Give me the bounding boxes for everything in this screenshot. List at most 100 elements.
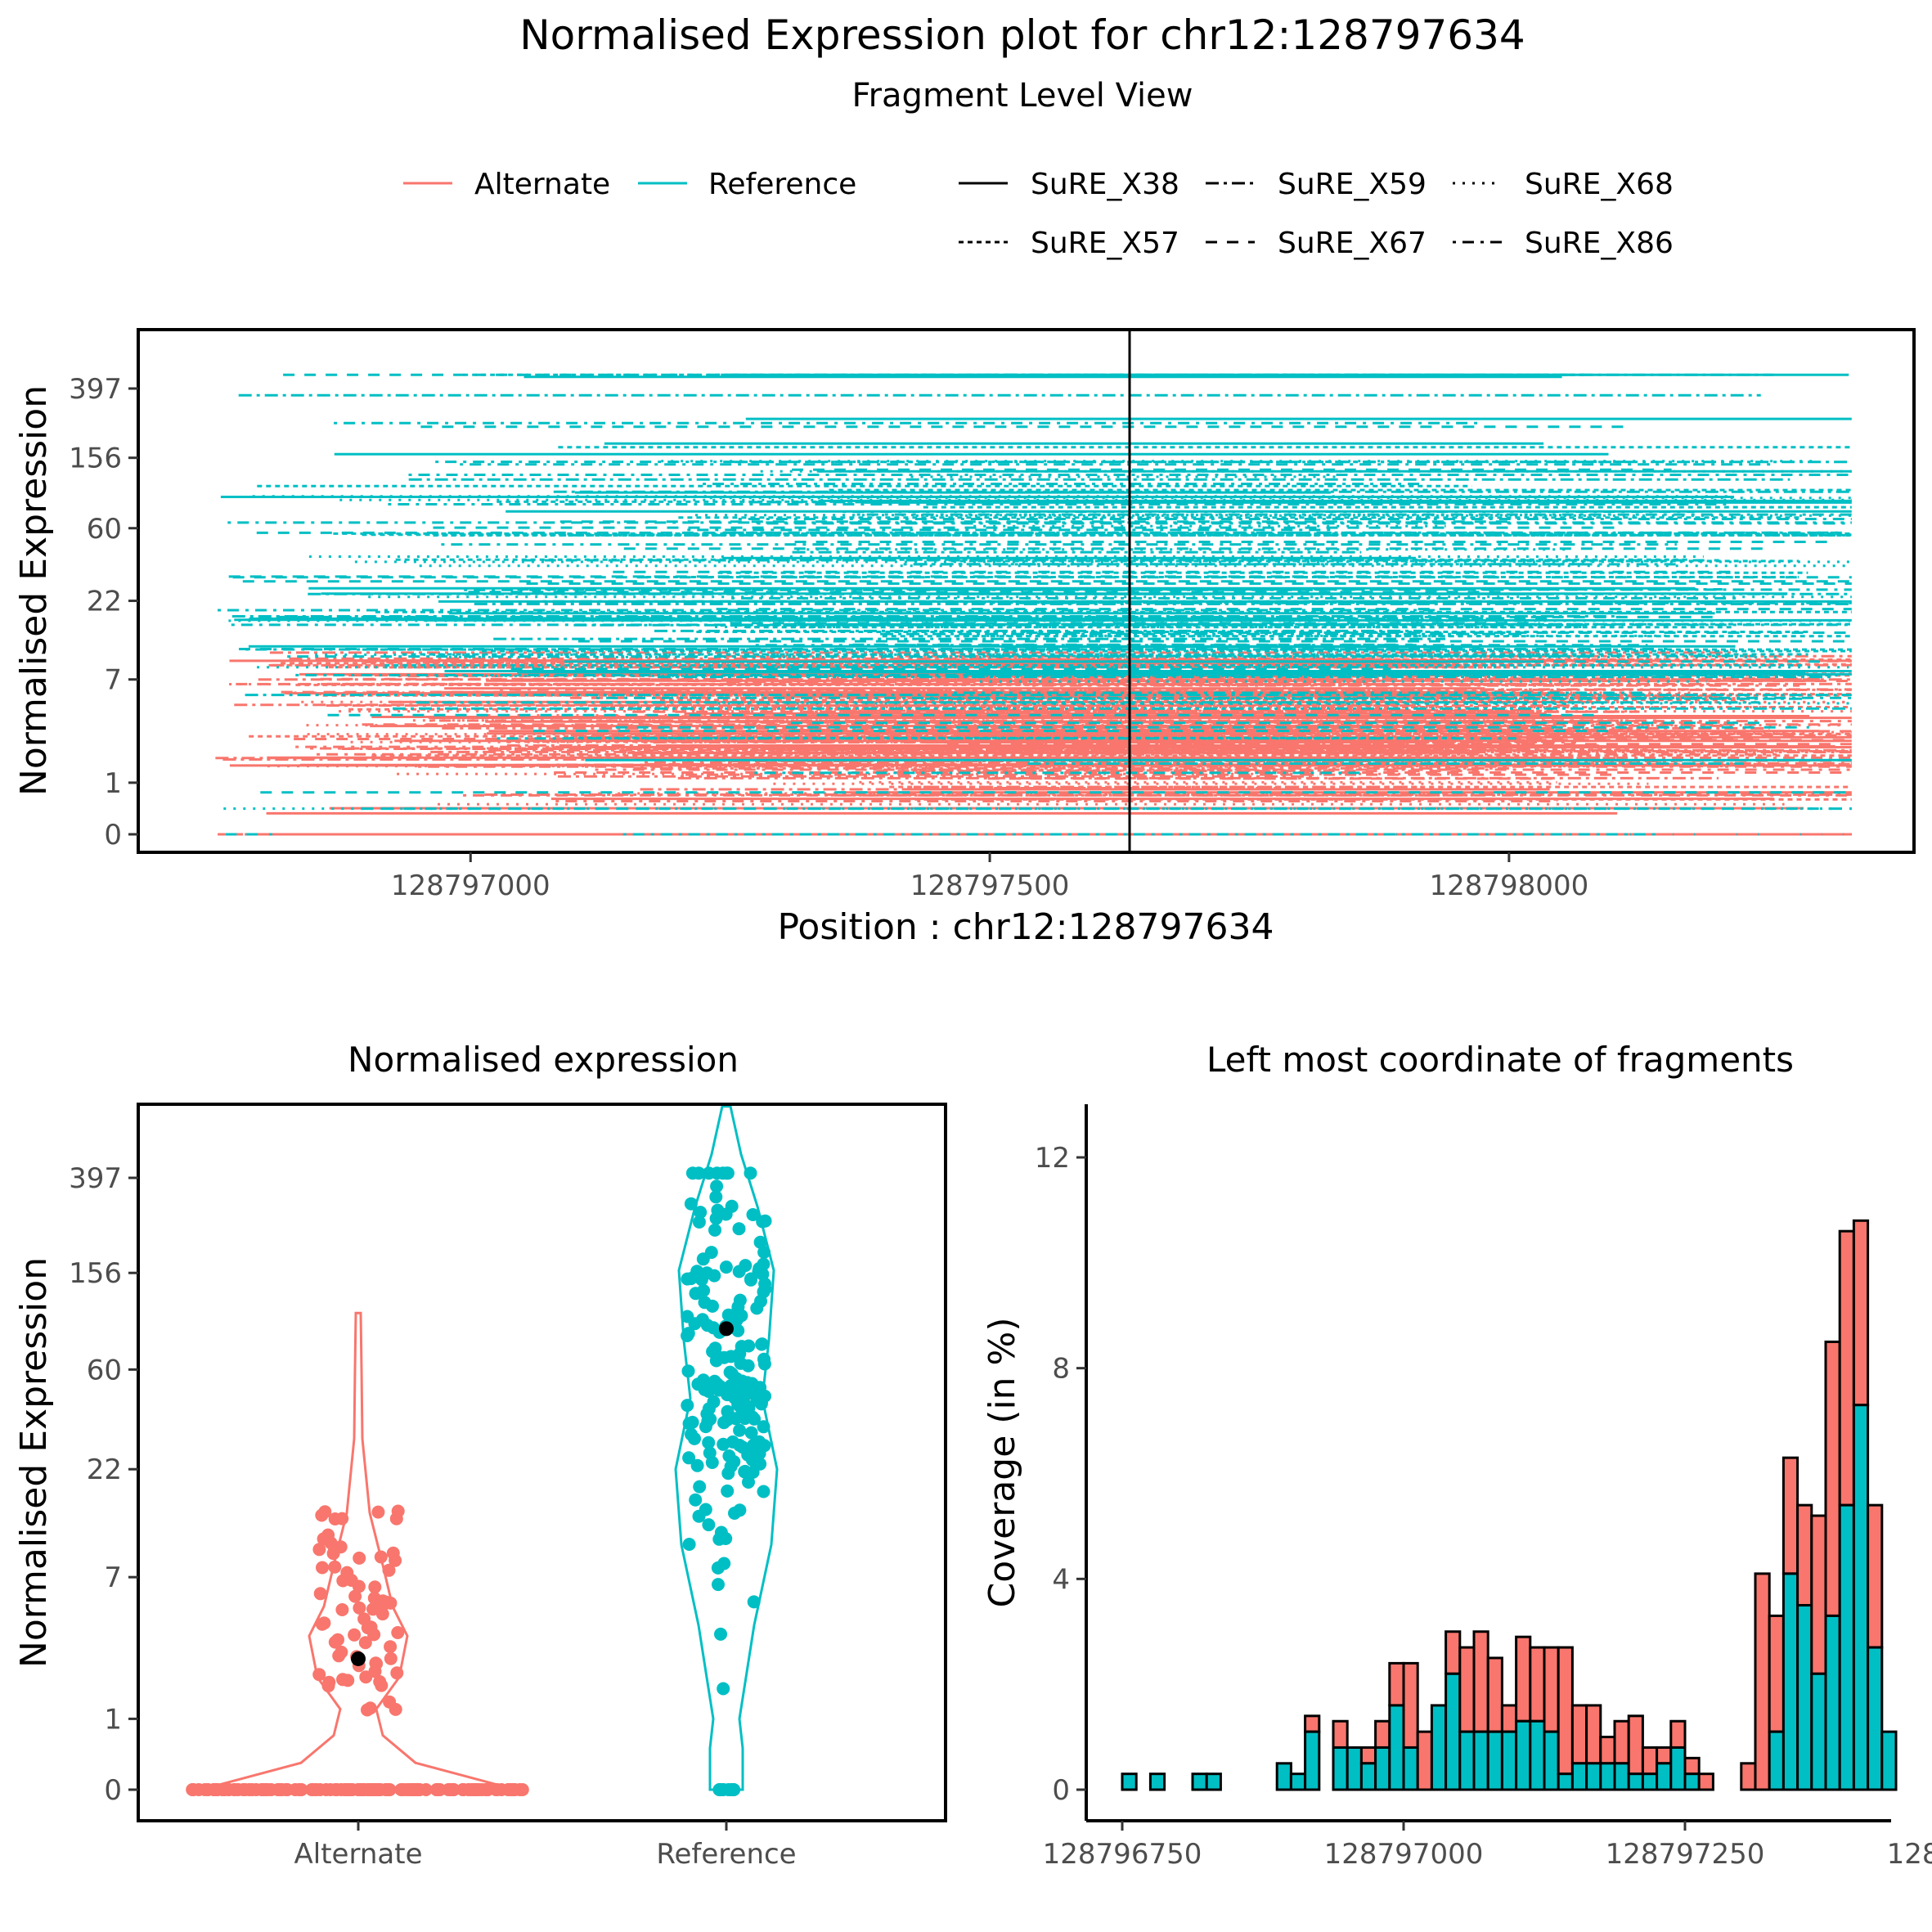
legend-label-alternate: Alternate [474,168,610,201]
violin-point [681,1327,695,1341]
histogram-bar-alternate [1740,1762,1757,1791]
violin-point [697,1283,711,1297]
y-tick-label: 156 [69,443,122,475]
violin-point [739,1259,753,1273]
histogram-bar-alternate [1683,1756,1701,1776]
histogram-bar-reference [1529,1719,1546,1791]
y-tick-label: 1 [104,1703,122,1736]
violin-point [359,1670,373,1684]
histogram-bar-alternate [1796,1503,1813,1607]
violin-point [711,1561,725,1575]
y-tick-label: 60 [87,1354,122,1386]
violin-point [705,1456,719,1469]
histogram-bar-reference [1148,1772,1166,1791]
violin-point [681,1364,695,1378]
violin-point [328,1512,342,1525]
histogram-bar-reference [1515,1719,1532,1791]
histogram-bar-alternate [1656,1746,1673,1765]
violin-point [756,1215,770,1229]
violin-point [207,1783,221,1796]
violin-point [390,1666,404,1680]
violin-point [741,1359,755,1373]
violin-point [727,1783,741,1796]
y-tick-label: 8 [1052,1353,1070,1386]
fragment-panel: 0 1 7 22 60 156 397 128797000 128797500 12879800… [13,328,1916,948]
violin-point [682,1538,696,1551]
histogram-bar-reference [1486,1730,1503,1791]
y-tick-label: 22 [87,1453,122,1486]
histogram-bar-alternate [1374,1719,1391,1749]
histogram-bar-alternate [1486,1656,1503,1733]
histogram-bars [1121,1219,1898,1791]
violin-point [361,1621,375,1635]
violin-point [340,1783,353,1796]
histogram-bar-alternate [1585,1704,1602,1765]
histogram-bar-alternate [1824,1340,1841,1617]
violin-point [733,1439,747,1452]
violin-point [376,1594,390,1608]
y-tick-label: 397 [69,373,122,406]
violin-point [721,1467,735,1480]
histogram-bar-alternate [1781,1456,1799,1575]
violin-point [370,1657,384,1670]
violin-point [731,1323,745,1337]
histogram-bar-reference [1641,1772,1659,1791]
violin-point [757,1420,771,1434]
violin-point [389,1553,402,1567]
violin-outline [674,1105,779,1791]
violin-point [328,1560,342,1574]
violin-point [433,1783,447,1796]
y-tick-label: 397 [69,1162,122,1195]
violin-point [719,1532,733,1545]
violin-point [329,1783,342,1796]
violin-point [707,1395,721,1409]
histogram-bar-reference [1880,1730,1898,1791]
violin-point [712,1383,726,1397]
histogram-bar-alternate [1500,1704,1518,1733]
legend-label-reference: Reference [708,168,856,201]
violin-point [688,1431,701,1445]
violin-point [733,1400,747,1413]
histogram-bar-alternate [1599,1736,1616,1765]
histogram-bar-alternate [1852,1219,1870,1407]
histogram-bar-alternate [1697,1772,1714,1791]
histogram-bar-reference [1867,1646,1884,1791]
violin-point [383,1783,397,1796]
x-tick-label: 128797500 [910,869,1070,902]
y-tick-label: 156 [69,1257,122,1290]
x-tick-label: 128797500 [1887,1838,1932,1871]
violin-point [746,1442,760,1456]
histogram-bar-alternate [1458,1646,1476,1733]
legend-colour-reference: Reference [638,168,856,201]
violin-point [384,1651,398,1665]
histogram-bar-alternate [1613,1719,1630,1765]
violin-point [735,1409,748,1423]
legend-label-sure-x59: SuRE_X59 [1278,168,1427,201]
violin-point [681,1399,694,1413]
y-tick-label: 22 [87,586,122,618]
histogram-bar-reference [1781,1572,1799,1791]
histogram-bar-alternate [1838,1229,1855,1507]
violin-point [681,1310,694,1323]
violin-point [752,1265,766,1278]
y-tick-label: 0 [1052,1774,1070,1807]
legend-linetype-sure-x86: SuRE_X86 [1453,227,1674,260]
y-tick-label: 12 [1035,1142,1070,1175]
violin-point [714,1627,727,1641]
violin-point [721,1166,735,1180]
violin-point [744,1426,758,1440]
violin-point [748,1412,762,1426]
violin-point [709,1211,723,1225]
legend-linetype-sure-x57: SuRE_X57 [959,227,1179,260]
violin-point [745,1377,759,1391]
histogram-bar-reference [1500,1730,1518,1791]
histogram-bar-alternate [1557,1646,1574,1776]
legend-linetype-sure-x68: SuRE_X68 [1453,168,1674,201]
violin-point [725,1199,739,1213]
histogram-bar-reference [1627,1772,1644,1791]
violin-point [690,1265,704,1278]
x-tick-label: 128797250 [1606,1838,1765,1871]
legend-label-sure-x57: SuRE_X57 [1031,227,1179,260]
legend-linetype-sure-x38: SuRE_X38 [959,168,1179,201]
violin-point [470,1783,483,1796]
